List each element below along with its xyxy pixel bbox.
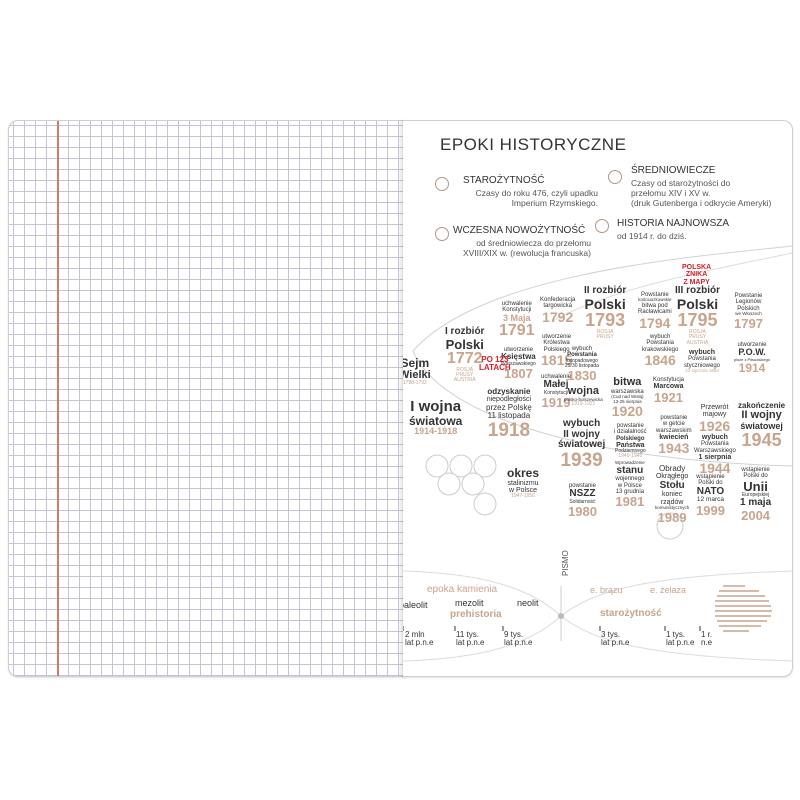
event-after-123-years: PO 123 LATACH [479,355,511,373]
event-small-constitution: uchwalenie Małej Konstytucji 1919 [541,374,572,411]
era-ancient-name: STAROŻYTNOŚĆ [463,175,545,186]
era-early-modern-name: WCZESNA NOWOŻYTNOŚĆ [453,225,586,236]
event-third-partition: III rozbiór Polski 1795 ROSJA PRUSY AUST… [675,285,720,346]
event-warsaw-uprising: wybuch Powstania Warszawskiego 1 sierpni… [694,434,736,477]
timeline-tick-1ad: 1 r. n.e [701,630,713,648]
event-round-table: Obrady Okrągłego Stołu koniec rządów kom… [655,464,690,525]
era-modern-desc: od 1914 r. do dziś. [617,231,687,241]
event-kingdom-of-poland: utworzenie Królestwa Polskiego 1815 [541,334,573,368]
era-ancient-desc: Czasy do roku 476, czyli upadku Imperium … [475,188,598,208]
left-grid-page [8,120,405,677]
event-polish-bolshevik-war: wojna polsko-bolszewicka 1919-1921 [564,385,603,408]
event-end-of-ww2: zakończenie II wojny światowej 1945 [738,401,786,451]
era-early-modern-desc: od średniowiecza do przełomu XVIII/XIX w.… [462,238,591,258]
timeline-neolithic: neolit [517,598,539,608]
event-world-war-2-start: wybuch II wojny światowej 1939 [558,418,606,471]
timeline-prehistory: prehistoria [450,609,502,620]
event-world-war-1: I wojna światowa 1914-1918 [409,398,463,437]
event-targowica: Konfederacja targowicka 1792 [540,297,576,325]
event-first-partition: I rozbiór Polski 1772 ROSJA PRUSY AUSTRI… [445,326,485,384]
page-title: EPOKI HISTORYCZNE [440,135,627,154]
era-dot-icon [435,177,449,191]
event-stalinism: okres stalinizmu w Polsce 1947-1956 [507,466,540,500]
event-krakow-uprising: wybuch Powstania krakowskiego 1846 [642,334,679,368]
event-january-uprising: wybuch Powstania styczniowego 22 styczni… [684,349,721,373]
event-ghetto-uprising: powstanie w getcie warszawskim kwiecień … [656,415,692,457]
decorative-curves [403,245,792,662]
event-martial-law: Wprowadzenie stanu wojennego w Polsce 13… [615,460,645,510]
event-sejm-wielki: Sejm Wielki 1788-1792 [403,356,431,387]
event-second-partition: II rozbiór Polski 1793 ROSJA PRUSY [584,285,627,341]
event-kosciuszko-uprising: Powstanie kościuszkowskie bitwa pod Racł… [638,292,672,331]
timeline-stone-age: epoka kamienia [427,584,498,595]
era-dot-icon [608,170,622,184]
event-polish-underground-state: powstanie i działalność Polskiego Państw… [614,423,647,460]
era-medieval-desc: Czasy od starożytności do przełomu XIV i … [631,178,772,208]
era-dot-icon [595,219,609,233]
timeline-bronze-age: e. brązu [590,585,623,595]
event-pow-founding: utworzenie P.O.W. pisze z Piłsudskiego 1… [734,342,771,375]
era-modern-name: HISTORIA NAJNOWSZA [617,218,730,229]
margin-line [57,121,59,676]
era-medieval-name: ŚREDNIOWIECZE [631,165,716,176]
right-history-page: EPOKI HISTORYCZNE STAROŻYTNOŚĆ Czasy do … [403,120,793,677]
event-poland-disappears: POLSKA ZNIKA Z MAPY [682,264,712,286]
event-may-coup: Przewrót majowy 1926 [699,404,731,434]
event-polish-legions: Powstanie Legionów Polskich we Włoszech … [734,293,763,331]
timeline-paleolithic: paleolit [403,600,428,610]
timeline-tick-3k: 3 tys. lat p.n.e [601,630,630,648]
timeline-tick-2mln: 2 mln lat p.n.e [405,630,434,648]
event-eu-accession: wstąpienie Polski do Unii Europejskiej 1… [740,467,772,523]
timeline-iron-age: e. żelaza [650,585,687,595]
event-nato-accession: wstąpienie Polski do NATO 12 marca 1999 [696,474,725,518]
timeline-tick-9k: 9 tys. lat p.n.e [504,630,533,648]
event-november-uprising: wybuch Powstania listopadowego 29/30 lis… [565,346,599,384]
era-dot-icon [435,227,449,241]
timeline-tick-1k: 1 tys. lat p.n.e [666,630,695,648]
timeline-mesolithic: mezolit [455,598,484,608]
event-battle-of-warsaw: bitwa warszawska (Cud nad Wisłą) 13-25 s… [611,376,644,420]
event-duchy-of-warsaw: utworzenie Księstwa Warszawskiego 1807 [501,347,536,381]
event-march-constitution: Konstytucja Marcowa 1921 [653,377,685,405]
timeline-antiquity: starożytność [600,608,662,619]
timeline-tick-11k: 11 tys. lat p.n.e [456,630,485,648]
event-solidarity: powstanie NSZZ Solidarność 1980 [568,483,597,520]
event-independence: odzyskanie niepodległości przez Polskę 1… [486,387,532,441]
timeline-writing-label: PISMO [561,550,570,576]
event-constitution-may-3: uchwalenie Konstytucji 3 Maja 1791 [499,301,535,340]
